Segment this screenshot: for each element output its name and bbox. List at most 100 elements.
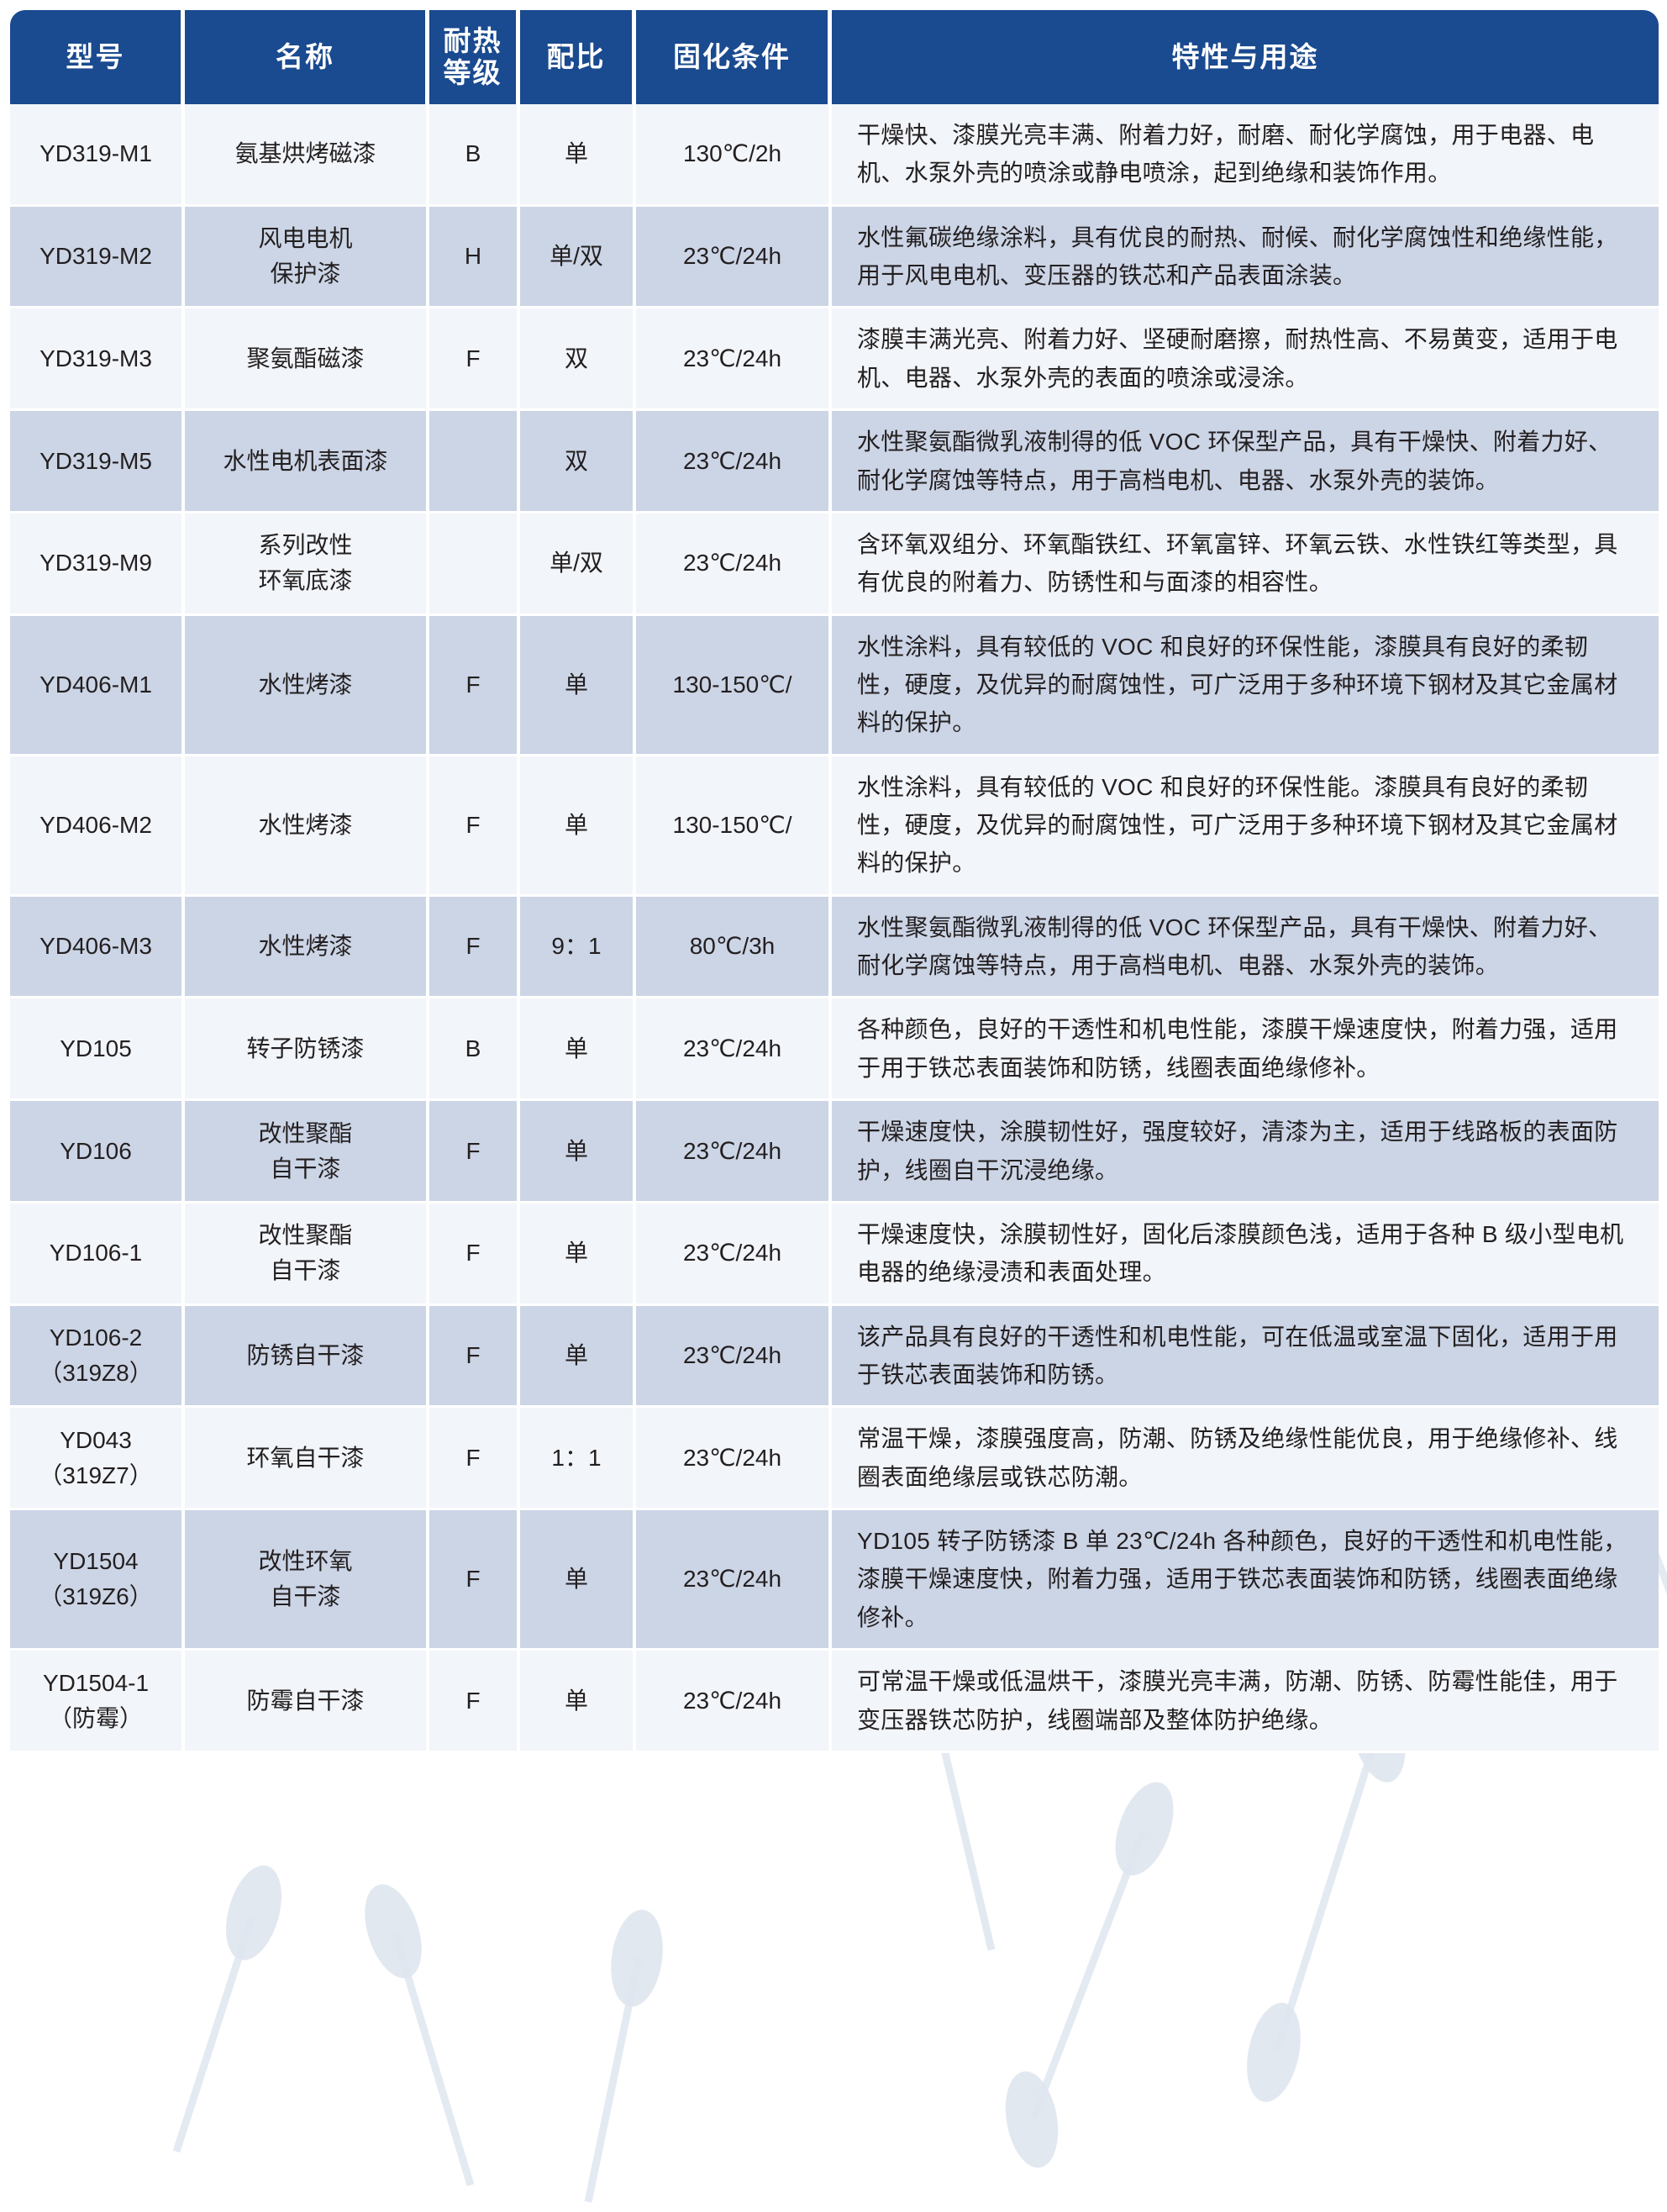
table-row: YD105 转子防锈漆 B 单 23℃/24h 各种颜色，良好的干透性和机电性能，漆膜干燥… [10,998,1659,1102]
cell-model: YD319-M2 [10,206,185,309]
table-row: YD406-M1 水性烤漆 F 单 130-150℃/水性涂料，具有较低的 VOC 和良… [10,615,1659,756]
cell-model: YD105 [10,998,185,1102]
cell-heat-grade: F [429,1101,520,1203]
cell-heat-grade: F [429,615,520,756]
cell-curing-condition: 23℃/24h [636,1408,832,1511]
cell-curing-condition: 23℃/24h [636,998,832,1102]
cell-name: 环氧自干漆 [185,1408,429,1511]
table-row: YD319-M9 系列改性 环氧底漆 单/双 23℃/24h 含环氧双组分、环氧酯铁红、… [10,513,1659,616]
cell-ratio: 单 [520,615,636,756]
cell-ratio: 单 [520,998,636,1102]
cell-name: 氨基烘烤磁漆 [185,104,429,207]
cell-curing-condition: 23℃/24h [636,513,832,616]
cell-properties-uses: 干燥快、漆膜光亮丰满、附着力好，耐磨、耐化学腐蚀，用于电器、电机、水泵外壳的喷涂… [832,104,1659,207]
cell-model: YD406-M1 [10,615,185,756]
cell-model: YD319-M5 [10,411,185,514]
cell-model: YD106-1 [10,1203,185,1306]
cell-name: 聚氨酯磁漆 [185,308,429,412]
cell-name: 水性烤漆 [185,615,429,756]
table-row: YD106 改性聚酯 自干漆 F 单 23℃/24h 干燥速度快，涂膜韧性好，强度较好，清… [10,1101,1659,1203]
cell-curing-condition: 80℃/3h [636,896,832,999]
cell-heat-grade: F [429,756,520,897]
cell-name: 改性聚酯 自干漆 [185,1203,429,1306]
cell-ratio: 单 [520,104,636,207]
cell-heat-grade: B [429,104,520,207]
table-row: YD406-M2 水性烤漆 F 单 130-150℃/水性涂料，具有较低的 VOC 和良… [10,756,1659,897]
cell-properties-uses: 水性涂料，具有较低的 VOC 和良好的环保性能，漆膜具有良好的柔韧性，硬度，及优… [832,615,1659,756]
table-row: YD406-M3 水性烤漆 F 9：1 80℃/3h 水性聚氨酯微乳液制得的低 VOC 环… [10,896,1659,999]
column-header-ratio: 配比 [520,10,636,104]
cell-heat-grade: F [429,1203,520,1306]
cell-curing-condition: 23℃/24h [636,1651,832,1753]
cell-ratio: 双 [520,411,636,514]
cell-model: YD1504 （319Z6） [10,1510,185,1651]
cell-heat-grade: F [429,1408,520,1511]
cell-model: YD319-M3 [10,308,185,412]
cell-ratio: 单 [520,756,636,897]
cell-model: YD106 [10,1101,185,1203]
cell-name: 防霉自干漆 [185,1651,429,1753]
table-row: YD1504 （319Z6） 改性环氧 自干漆 F 单 23℃/24h YD105 转子防… [10,1510,1659,1651]
cell-model: YD319-M9 [10,513,185,616]
table-row: YD106-2 （319Z8） 防锈自干漆 F 单 23℃/24h 该产品具有良好的干透性… [10,1305,1659,1409]
cell-ratio: 双 [520,308,636,412]
cell-name: 风电电机 保护漆 [185,206,429,309]
spec-table-container: 型号 名称 耐热 等级 配比 固化条件 特性与用途 YD319-M1 氨基烘烤磁漆… [10,10,1659,1753]
header-row: 型号 名称 耐热 等级 配比 固化条件 特性与用途 [10,10,1659,104]
cell-model: YD406-M3 [10,896,185,999]
cell-properties-uses: YD105 转子防锈漆 B 单 23℃/24h 各种颜色，良好的干透性和机电性能… [832,1510,1659,1651]
cell-curing-condition: 23℃/24h [636,1203,832,1306]
table-row: YD106-1 改性聚酯 自干漆 F 单 23℃/24h 干燥速度快，涂膜韧性好，固化后漆… [10,1203,1659,1306]
cell-properties-uses: 该产品具有良好的干透性和机电性能，可在低温或室温下固化，适用于用于铁芯表面装饰和… [832,1305,1659,1409]
cell-name: 防锈自干漆 [185,1305,429,1409]
cell-curing-condition: 130℃/2h [636,104,832,207]
cell-curing-condition: 130-150℃/ [636,615,832,756]
cell-name: 改性聚酯 自干漆 [185,1101,429,1203]
cell-model: YD043 （319Z7） [10,1408,185,1511]
cell-name: 水性烤漆 [185,756,429,897]
cell-model: YD319-M1 [10,104,185,207]
cell-heat-grade: H [429,206,520,309]
cell-heat-grade: F [429,308,520,412]
table-row: YD1504-1 （防霉） 防霉自干漆 F 单 23℃/24h 可常温干燥或低温烘干，漆膜… [10,1651,1659,1753]
cell-properties-uses: 干燥速度快，涂膜韧性好，固化后漆膜颜色浅，适用于各种 B 级小型电机电器的绝缘浸… [832,1203,1659,1306]
cell-properties-uses: 漆膜丰满光亮、附着力好、坚硬耐磨擦，耐热性高、不易黄变，适用于电机、电器、水泵外… [832,308,1659,412]
cell-curing-condition: 23℃/24h [636,411,832,514]
cell-model: YD106-2 （319Z8） [10,1305,185,1409]
column-header-curing-condition: 固化条件 [636,10,832,104]
cell-name: 改性环氧 自干漆 [185,1510,429,1651]
table-row: YD043 （319Z7） 环氧自干漆 F 1：1 23℃/24h 常温干燥，漆膜强度高，… [10,1408,1659,1511]
cell-name: 系列改性 环氧底漆 [185,513,429,616]
cell-ratio: 单 [520,1101,636,1203]
table-header: 型号 名称 耐热 等级 配比 固化条件 特性与用途 [10,10,1659,104]
cell-ratio: 单/双 [520,206,636,309]
column-header-heat-grade: 耐热 等级 [429,10,520,104]
cell-heat-grade: B [429,998,520,1102]
column-header-model: 型号 [10,10,185,104]
table-row: YD319-M3 聚氨酯磁漆 F 双 23℃/24h 漆膜丰满光亮、附着力好、坚硬耐磨擦，… [10,308,1659,412]
cell-name: 转子防锈漆 [185,998,429,1102]
cell-properties-uses: 各种颜色，良好的干透性和机电性能，漆膜干燥速度快，附着力强，适用于用于铁芯表面装… [832,998,1659,1102]
cell-curing-condition: 23℃/24h [636,1101,832,1203]
cell-heat-grade [429,411,520,514]
cell-ratio: 单 [520,1305,636,1409]
cell-heat-grade: F [429,1651,520,1753]
cell-ratio: 单 [520,1510,636,1651]
cell-curing-condition: 23℃/24h [636,1305,832,1409]
cell-heat-grade [429,513,520,616]
cell-curing-condition: 23℃/24h [636,308,832,412]
table-row: YD319-M5 水性电机表面漆双 23℃/24h 水性聚氨酯微乳液制得的低 VOC … [10,411,1659,514]
cell-properties-uses: 水性涂料，具有较低的 VOC 和良好的环保性能。漆膜具有良好的柔韧性，硬度，及优… [832,756,1659,897]
cell-properties-uses: 水性氟碳绝缘涂料，具有优良的耐热、耐候、耐化学腐蚀性和绝缘性能，用于风电电机、变… [832,206,1659,309]
cell-curing-condition: 23℃/24h [636,206,832,309]
cell-properties-uses: 含环氧双组分、环氧酯铁红、环氧富锌、环氧云铁、水性铁红等类型，具有优良的附着力、… [832,513,1659,616]
table-row: YD319-M1 氨基烘烤磁漆 B 单 130℃/2h 干燥快、漆膜光亮丰满、附着力好，耐… [10,104,1659,207]
cell-heat-grade: F [429,1305,520,1409]
table-body: YD319-M1 氨基烘烤磁漆 B 单 130℃/2h 干燥快、漆膜光亮丰满、附着力好，耐… [10,104,1659,1753]
cell-curing-condition: 23℃/24h [636,1510,832,1651]
cell-heat-grade: F [429,1510,520,1651]
cell-properties-uses: 水性聚氨酯微乳液制得的低 VOC 环保型产品，具有干燥快、附着力好、耐化学腐蚀等… [832,896,1659,999]
cell-model: YD1504-1 （防霉） [10,1651,185,1753]
product-spec-table: 型号 名称 耐热 等级 配比 固化条件 特性与用途 YD319-M1 氨基烘烤磁漆… [10,10,1659,1753]
